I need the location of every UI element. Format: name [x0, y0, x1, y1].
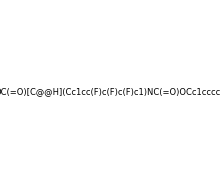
- Text: OC(=O)[C@@H](Cc1cc(F)c(F)c(F)c1)NC(=O)OCc1ccccc1: OC(=O)[C@@H](Cc1cc(F)c(F)c(F)c1)NC(=O)OC…: [0, 87, 220, 96]
